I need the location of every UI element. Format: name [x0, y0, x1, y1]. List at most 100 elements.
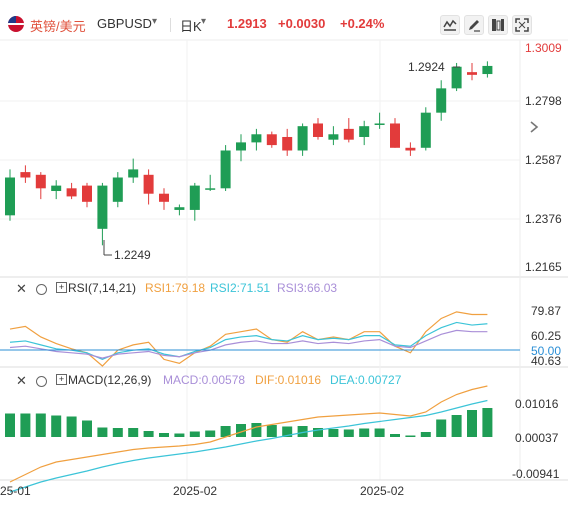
layout-button[interactable] [488, 15, 508, 35]
expand-icon[interactable]: + [56, 282, 67, 293]
expand-icon[interactable]: + [56, 374, 67, 385]
price-axis-label-top: 1.3009 [525, 41, 562, 55]
candle-body [374, 123, 385, 125]
candle-body [66, 188, 77, 197]
rsi-axis-label: 60.25 [531, 329, 562, 343]
macd-bar [174, 433, 185, 437]
macd-bar [328, 429, 339, 437]
chart-header: 英镑/美元 GBPUSD ▾ 日K ▾ 1.2913 +0.0030 +0.24… [0, 8, 568, 40]
macd-bar [390, 434, 400, 437]
candle-body [97, 185, 108, 229]
gear-icon[interactable] [36, 376, 47, 387]
macd-line-dif [9, 385, 488, 483]
candle-body [313, 123, 323, 137]
macd-bar [159, 433, 169, 437]
macd-bar [128, 428, 139, 437]
flag-icon [8, 16, 24, 32]
candle-body [390, 123, 400, 148]
macd-bar [51, 415, 62, 437]
rsi-title: RSI(7,14,21) [68, 281, 137, 295]
candle-body [51, 185, 62, 192]
macd-bar [251, 423, 262, 437]
macd-axis-label: 0.01016 [515, 397, 559, 411]
candle-body [5, 177, 15, 216]
rsi1-value: RSI1:79.18 [145, 281, 206, 295]
macd-bar [82, 420, 92, 437]
rsi-line-rsi1 [9, 311, 488, 367]
macd-bar [266, 425, 277, 437]
divider [170, 18, 171, 32]
dif-value: DIF:0.01016 [255, 373, 322, 387]
rsi2-value: RSI2:71.51 [210, 281, 271, 295]
macd-bar [359, 428, 370, 437]
macd-bar [436, 419, 447, 437]
draw-button[interactable] [464, 15, 484, 35]
candle-body [82, 185, 92, 202]
candle-body [189, 185, 200, 210]
low-label: 1.2249 [114, 248, 151, 262]
macd-bar [143, 431, 154, 437]
candle-body [297, 126, 308, 151]
candle-body [420, 112, 431, 148]
candle-body [112, 177, 123, 202]
macd-bar [97, 427, 108, 437]
macd-bar [189, 431, 200, 437]
price-axis-label: 1.2587 [525, 153, 562, 167]
candle-body [451, 66, 462, 89]
macd-bar [282, 426, 293, 437]
rsi-line-rsi2 [9, 321, 488, 361]
macd-bar [420, 432, 431, 437]
candle-body [251, 134, 262, 143]
macd-bar [5, 413, 15, 437]
macd-bar [66, 416, 77, 437]
macd-histogram [5, 408, 493, 437]
chevron-down-icon[interactable]: ▾ [152, 16, 158, 27]
chevron-right-icon[interactable] [527, 120, 541, 139]
fullscreen-icon [515, 18, 529, 32]
macd-bar [467, 410, 477, 437]
dea-value: DEA:0.00727 [330, 373, 402, 387]
macd-bar [451, 415, 462, 437]
rsi-axis-label-mid: 50.00 [531, 344, 562, 358]
macd-bar [297, 426, 308, 437]
pair-name[interactable]: 英镑/美元 [30, 19, 86, 34]
gear-icon[interactable] [36, 284, 47, 295]
fullscreen-button[interactable] [512, 15, 532, 35]
period-chevron-down-icon[interactable]: ▾ [201, 16, 207, 27]
rsi-axis-label: 79.87 [531, 304, 562, 318]
time-axis-label: 2025-02 [360, 484, 405, 498]
candle-body [482, 65, 493, 75]
high-label: 1.2924 [408, 60, 445, 74]
cropped-top-strip [0, 0, 568, 5]
candle-body [220, 150, 231, 189]
rsi-line-rsi3 [9, 329, 488, 359]
candle-body [143, 174, 154, 194]
candle-body [174, 207, 185, 210]
candle-body [467, 72, 477, 75]
close-icon[interactable]: ✕ [16, 373, 27, 388]
macd-line-dea [9, 399, 488, 493]
macd-bar [205, 430, 216, 437]
macd-bar [374, 428, 385, 437]
layout-icon [492, 19, 504, 31]
macd-bar [236, 424, 246, 437]
rsi3-value: RSI3:66.03 [277, 281, 338, 295]
macd-bar [35, 413, 46, 437]
price-change-percent: +0.24% [340, 16, 385, 31]
pair-code[interactable]: GBPUSD [97, 16, 152, 31]
macd-bar [343, 429, 354, 437]
macd-legend: ✕ + MACD(12,26,9) MACD:0.00578 DIF:0.010… [0, 373, 568, 393]
macd-bar [20, 413, 31, 437]
macd-bar [112, 428, 123, 437]
indicator-button[interactable] [440, 15, 460, 35]
draw-icon [469, 20, 480, 32]
period-selector[interactable]: 日K [180, 19, 202, 34]
macd-axis-label: -0.00941 [512, 467, 560, 481]
rsi-axis-label: 40.63 [531, 354, 562, 368]
price-axis-label: 1.2798 [525, 94, 562, 108]
candle-body [236, 142, 246, 151]
candle-body [405, 147, 416, 151]
macd-bar [313, 428, 323, 437]
close-icon[interactable]: ✕ [16, 281, 27, 296]
